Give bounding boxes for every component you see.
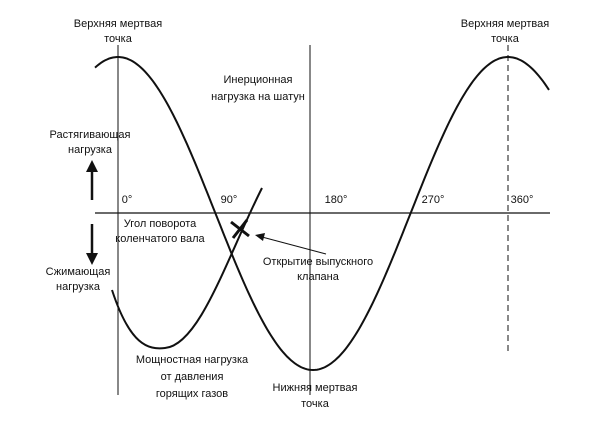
- label: точка: [104, 33, 133, 45]
- label: точка: [491, 33, 520, 45]
- label: коленчатого вала: [115, 233, 205, 245]
- label: горящих газов: [156, 388, 228, 400]
- label: Сжимающая: [46, 266, 111, 278]
- label: Растягивающая: [50, 129, 131, 141]
- gas-curve: [111, 187, 263, 350]
- valve-pointer: [255, 233, 327, 255]
- label: Мощностная нагрузка: [136, 354, 249, 366]
- label: точка: [301, 398, 330, 410]
- angle-label: 180°: [325, 194, 348, 206]
- label: Угол поворота: [124, 218, 197, 230]
- label: нагрузка: [68, 144, 113, 156]
- label: Открытие выпускного: [263, 256, 373, 268]
- label: Нижняя мертвая: [273, 382, 358, 394]
- inertia-curve: [94, 56, 550, 372]
- label: клапана: [297, 271, 340, 283]
- label: Инерционная: [223, 74, 292, 86]
- angle-label: 270°: [422, 194, 445, 206]
- label: Верхняя мертвая: [461, 18, 549, 30]
- valve-marker: [230, 219, 250, 239]
- compression-arrow: [86, 224, 98, 265]
- angle-label: 90°: [221, 194, 238, 206]
- label: от давления: [161, 371, 224, 383]
- label: нагрузка на шатун: [211, 91, 305, 103]
- angle-label: 360°: [511, 194, 534, 206]
- label: Верхняя мертвая: [74, 18, 162, 30]
- label: нагрузка: [56, 281, 101, 293]
- tension-arrow: [86, 160, 98, 200]
- angle-label: 0°: [122, 194, 133, 206]
